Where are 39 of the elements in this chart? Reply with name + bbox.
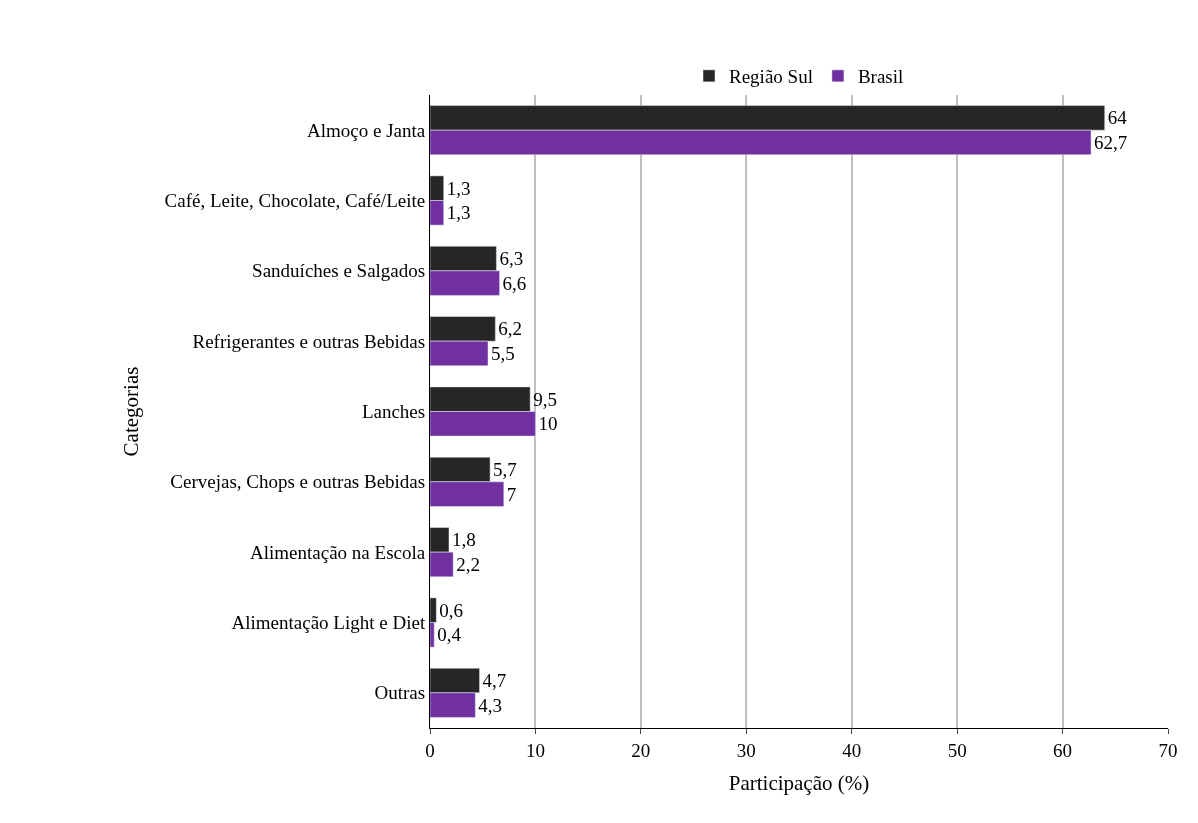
y-tick-label: Outras bbox=[374, 682, 426, 704]
data-label: 9,5 bbox=[533, 388, 557, 410]
y-tick-label: Alimentação na Escola bbox=[250, 541, 426, 563]
x-tick-label: 70 bbox=[1158, 739, 1178, 761]
data-label: 7 bbox=[506, 483, 517, 505]
x-tick-label: 20 bbox=[631, 739, 651, 761]
y-tick-label: Lanches bbox=[361, 401, 426, 423]
data-label: 5,5 bbox=[490, 342, 515, 364]
legend-label: Região Sul bbox=[729, 66, 813, 88]
y-tick-label: Refrigerantes e outras Bebidas bbox=[192, 330, 426, 352]
x-tick-label: 50 bbox=[947, 739, 967, 761]
x-tick-label: 30 bbox=[736, 739, 756, 761]
x-tick-label: 60 bbox=[1053, 739, 1073, 761]
data-label: 2,2 bbox=[456, 553, 480, 575]
x-tick-label: 10 bbox=[525, 739, 545, 761]
data-label: 4,3 bbox=[478, 694, 503, 716]
x-tick-label: 40 bbox=[842, 739, 862, 761]
data-label: 1,8 bbox=[451, 529, 476, 551]
legend-label: Brasil bbox=[857, 66, 904, 88]
data-label: 5,7 bbox=[493, 459, 517, 481]
x-axis-title: Participação (%) bbox=[728, 771, 870, 795]
x-tick-label: 0 bbox=[425, 739, 435, 761]
data-label: 10 bbox=[538, 413, 558, 435]
y-tick-label: Cervejas, Chops e outras Bebidas bbox=[170, 471, 426, 493]
y-axis-title: Categorias bbox=[118, 366, 143, 457]
data-label: 62,7 bbox=[1094, 131, 1128, 153]
y-tick-label: Alimentação Light e Diet bbox=[231, 612, 426, 634]
data-label: 64 bbox=[1107, 107, 1128, 129]
data-label: 6,3 bbox=[499, 248, 524, 270]
y-tick-label: Sanduíches e Salgados bbox=[252, 260, 426, 282]
data-label: 0,6 bbox=[439, 599, 464, 621]
data-label: 6,2 bbox=[498, 318, 523, 340]
y-tick-label: Café, Leite, Chocolate, Café/Leite bbox=[164, 190, 426, 212]
data-label: 1,3 bbox=[446, 202, 471, 224]
data-label: 0,4 bbox=[437, 624, 462, 646]
data-label: 6,6 bbox=[502, 272, 527, 294]
data-label: 1,3 bbox=[446, 177, 471, 199]
y-tick-label: Almoço e Janta bbox=[307, 119, 426, 141]
data-label: 4,7 bbox=[482, 670, 507, 692]
